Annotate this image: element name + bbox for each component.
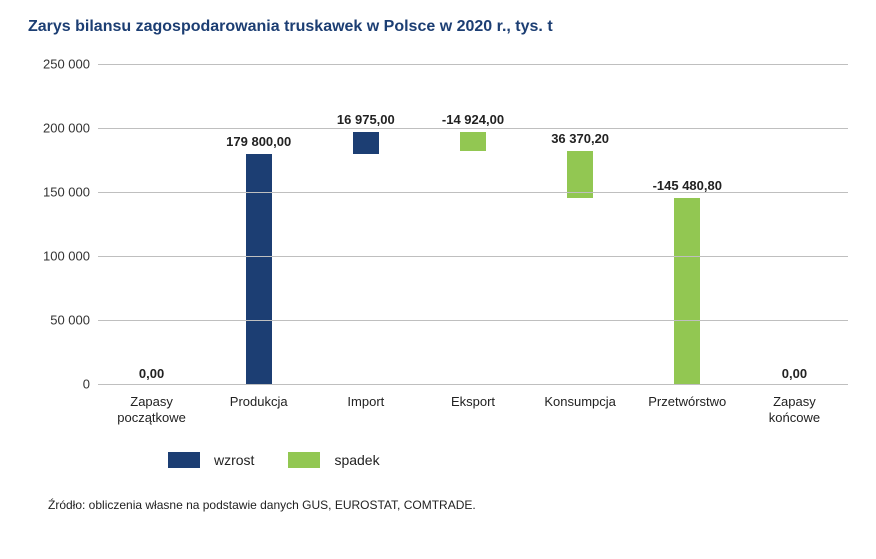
legend-swatch xyxy=(168,452,200,468)
x-category-label: Zapasypoczątkowe xyxy=(98,388,205,444)
x-category-label: Produkcja xyxy=(205,388,312,444)
x-category-label: Eksport xyxy=(419,388,526,444)
plot-area: 0,00179 800,0016 975,00-14 924,0036 370,… xyxy=(98,64,848,384)
bar-value-label: 16 975,00 xyxy=(306,112,426,127)
bar-spadek xyxy=(674,198,700,384)
legend-swatch xyxy=(288,452,320,468)
y-tick-label: 250 000 xyxy=(43,57,90,72)
bar-value-label: -14 924,00 xyxy=(413,112,533,127)
bar-value-label: -145 480,80 xyxy=(627,178,747,193)
source-note: Źródło: obliczenia własne na podstawie d… xyxy=(48,498,848,512)
y-tick-label: 150 000 xyxy=(43,185,90,200)
bar-value-label: 36 370,20 xyxy=(520,131,640,146)
x-category-label: Przetwórstwo xyxy=(634,388,741,444)
y-tick-label: 50 000 xyxy=(50,313,90,328)
chart-title: Zarys bilansu zagospodarowania truskawek… xyxy=(28,18,848,36)
gridline xyxy=(98,384,848,385)
legend-label: wzrost xyxy=(214,452,254,468)
bar-value-label: 0,00 xyxy=(92,366,212,381)
legend-item-wzrost: wzrost xyxy=(168,452,254,468)
bar-slot: 0,00 xyxy=(98,64,205,384)
bar-wzrost xyxy=(246,154,272,384)
gridline xyxy=(98,128,848,129)
y-tick-label: 200 000 xyxy=(43,121,90,136)
gridline xyxy=(98,320,848,321)
gridline xyxy=(98,192,848,193)
x-category-label: Konsumpcja xyxy=(527,388,634,444)
bar-slot: -145 480,80 xyxy=(634,64,741,384)
bar-slot: -14 924,00 xyxy=(419,64,526,384)
y-tick-label: 100 000 xyxy=(43,249,90,264)
gridline xyxy=(98,256,848,257)
bar-slot: 0,00 xyxy=(741,64,848,384)
y-axis: 050 000100 000150 000200 000250 000 xyxy=(28,64,98,384)
legend: wzrost spadek xyxy=(168,452,848,468)
x-category-label: Import xyxy=(312,388,419,444)
legend-label: spadek xyxy=(334,452,379,468)
bar-slot: 16 975,00 xyxy=(312,64,419,384)
bar-spadek xyxy=(460,132,486,151)
y-tick-label: 0 xyxy=(83,377,90,392)
bar-slot: 36 370,20 xyxy=(527,64,634,384)
x-axis-labels: ZapasypoczątkoweProdukcjaImportEksportKo… xyxy=(98,388,848,444)
waterfall-chart: 050 000100 000150 000200 000250 000 0,00… xyxy=(28,64,848,444)
bar-spadek xyxy=(567,151,593,198)
bar-value-label: 179 800,00 xyxy=(199,134,319,149)
bars-container: 0,00179 800,0016 975,00-14 924,0036 370,… xyxy=(98,64,848,384)
gridline xyxy=(98,64,848,65)
legend-item-spadek: spadek xyxy=(288,452,379,468)
bar-slot: 179 800,00 xyxy=(205,64,312,384)
x-category-label: Zapasykońcowe xyxy=(741,388,848,444)
bar-wzrost xyxy=(353,132,379,154)
bar-value-label: 0,00 xyxy=(734,366,854,381)
